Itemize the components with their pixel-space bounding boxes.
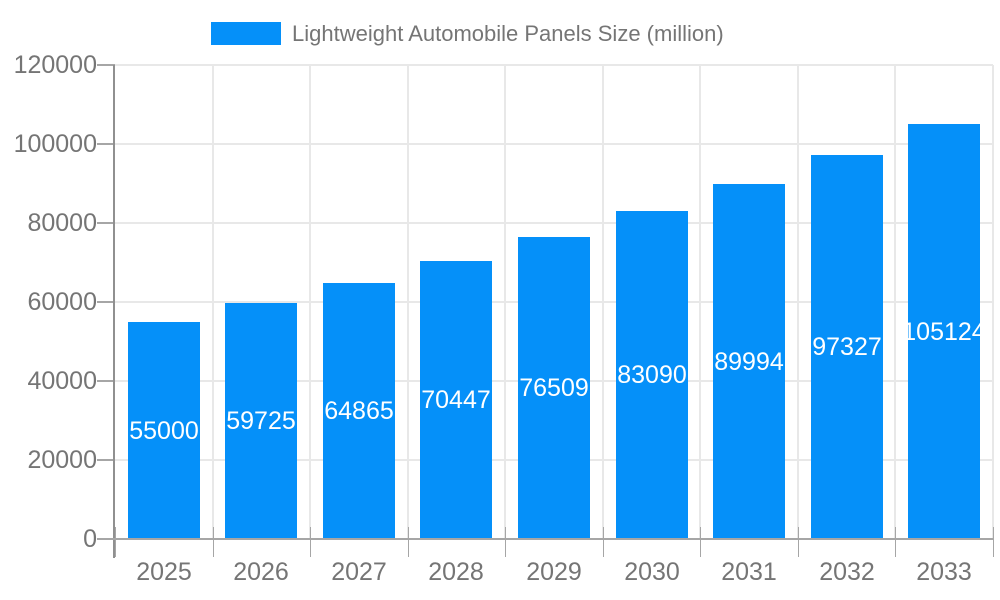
bar-value-label: 55000 <box>129 417 199 445</box>
x-axis-tick <box>798 527 799 557</box>
x-axis-category-label: 2028 <box>428 558 484 586</box>
y-axis-tick <box>97 222 115 224</box>
y-axis-tick-label: 40000 <box>27 367 97 395</box>
y-axis-tick <box>97 459 115 461</box>
x-axis-tick <box>408 527 409 557</box>
x-gridline <box>699 65 701 539</box>
bar-value-label: 89994 <box>714 348 784 376</box>
bar-value-label: 70447 <box>421 386 491 414</box>
x-gridline <box>602 65 604 539</box>
bar-2032[interactable] <box>811 155 883 539</box>
x-gridline <box>504 65 506 539</box>
legend-label: Lightweight Automobile Panels Size (mill… <box>292 21 724 46</box>
y-axis-tick-label: 100000 <box>13 130 97 158</box>
y-axis-tick-label: 60000 <box>27 288 97 316</box>
x-axis-category-label: 2030 <box>624 558 680 586</box>
x-axis-tick <box>700 527 701 557</box>
bar-value-label: 105124 <box>902 318 986 346</box>
y-axis-tick <box>97 301 115 303</box>
bar-value-label: 83090 <box>617 361 687 389</box>
bar-2028[interactable] <box>420 261 492 539</box>
y-gridline <box>115 143 993 145</box>
bar-2031[interactable] <box>713 184 785 539</box>
y-gridline <box>115 222 993 224</box>
y-axis-tick-label: 0 <box>83 525 97 553</box>
x-gridline <box>407 65 409 539</box>
x-axis-category-label: 2027 <box>331 558 387 586</box>
x-gridline <box>894 65 896 539</box>
x-axis-tick <box>505 527 506 557</box>
x-axis-line <box>113 538 993 540</box>
bar-2029[interactable] <box>518 237 590 539</box>
y-axis-tick-label: 120000 <box>13 51 97 79</box>
bar-value-label: 59725 <box>226 407 296 435</box>
x-gridline <box>797 65 799 539</box>
x-axis-category-label: 2026 <box>233 558 289 586</box>
legend-swatch-icon <box>211 22 281 45</box>
x-gridline <box>212 65 214 539</box>
x-axis-tick <box>603 527 604 557</box>
x-axis-tick <box>310 527 311 557</box>
x-gridline <box>992 65 994 539</box>
bar-2030[interactable] <box>616 211 688 539</box>
bar-2026[interactable] <box>225 303 297 539</box>
x-axis-category-label: 2031 <box>721 558 777 586</box>
x-axis-tick <box>895 527 896 557</box>
bar-value-label: 64865 <box>324 397 394 425</box>
x-axis-tick <box>213 527 214 557</box>
y-gridline <box>115 64 993 66</box>
x-axis-tick <box>115 527 116 557</box>
x-axis-category-label: 2033 <box>916 558 972 586</box>
x-axis-tick <box>993 527 994 557</box>
y-axis-line <box>113 65 115 558</box>
bar-2025[interactable] <box>128 322 200 539</box>
x-axis-category-label: 2025 <box>136 558 192 586</box>
y-axis-tick <box>97 143 115 145</box>
bar-2027[interactable] <box>323 283 395 539</box>
x-axis-category-label: 2029 <box>526 558 582 586</box>
x-gridline <box>309 65 311 539</box>
x-axis-category-label: 2032 <box>819 558 875 586</box>
y-axis-tick <box>97 380 115 382</box>
y-axis-tick-label: 20000 <box>27 446 97 474</box>
y-axis-tick <box>97 538 115 540</box>
bar-value-label: 76509 <box>519 374 589 402</box>
bar-value-label: 97327 <box>812 333 882 361</box>
bar-2033[interactable] <box>908 124 980 539</box>
y-axis-tick-label: 80000 <box>27 209 97 237</box>
y-axis-tick <box>97 64 115 66</box>
